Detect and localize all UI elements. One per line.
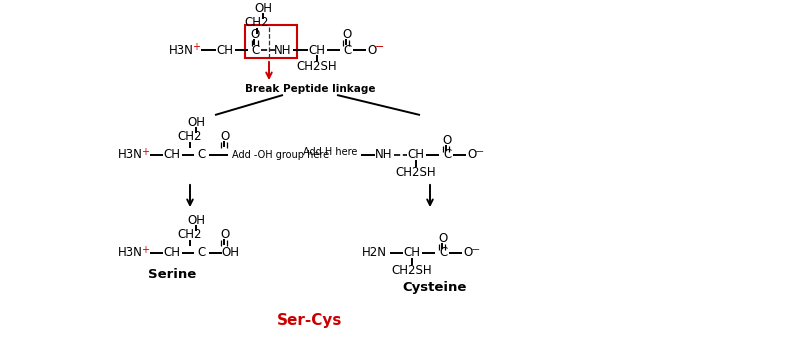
- Text: O: O: [342, 28, 352, 41]
- Text: O: O: [467, 148, 477, 161]
- Text: CH: CH: [217, 43, 234, 56]
- Text: H3N: H3N: [169, 43, 194, 56]
- Text: O: O: [367, 43, 377, 56]
- Text: C: C: [198, 247, 206, 260]
- Text: CH: CH: [309, 43, 326, 56]
- Text: O: O: [442, 134, 452, 147]
- Text: CH2SH: CH2SH: [297, 61, 338, 74]
- Text: CH: CH: [403, 247, 421, 260]
- Text: C: C: [443, 148, 451, 161]
- Text: H3N: H3N: [118, 247, 142, 260]
- Text: +: +: [141, 245, 149, 255]
- Text: −: −: [475, 147, 485, 157]
- Text: NH: NH: [274, 43, 292, 56]
- Text: Add -OH group here: Add -OH group here: [232, 150, 329, 160]
- Text: C: C: [198, 148, 206, 161]
- Text: H2N: H2N: [362, 247, 386, 260]
- Text: O: O: [438, 233, 448, 246]
- Text: CH2: CH2: [245, 16, 270, 29]
- Text: O: O: [220, 131, 230, 144]
- Text: NH: NH: [375, 148, 393, 161]
- Text: OH: OH: [221, 247, 239, 260]
- Text: O: O: [220, 228, 230, 241]
- Text: OH: OH: [187, 116, 205, 129]
- Text: +: +: [192, 42, 200, 52]
- Text: OH: OH: [187, 213, 205, 226]
- Text: CH: CH: [163, 148, 181, 161]
- Text: Serine: Serine: [148, 268, 196, 281]
- Text: CH2SH: CH2SH: [396, 166, 436, 179]
- Text: −: −: [375, 42, 385, 52]
- Text: CH2: CH2: [178, 131, 202, 144]
- Text: CH2SH: CH2SH: [392, 263, 432, 276]
- Text: C: C: [343, 43, 351, 56]
- Text: O: O: [463, 247, 473, 260]
- Text: C: C: [251, 43, 259, 56]
- Text: CH: CH: [407, 148, 425, 161]
- Text: Cysteine: Cysteine: [403, 280, 467, 293]
- Text: −: −: [471, 245, 481, 255]
- Text: O: O: [250, 28, 260, 41]
- Bar: [245, 25, 297, 58]
- Text: Ser-Cys: Ser-Cys: [278, 313, 342, 328]
- Text: C: C: [439, 247, 447, 260]
- Text: Add H here: Add H here: [302, 147, 357, 157]
- Text: OH: OH: [254, 1, 272, 14]
- Text: +: +: [141, 147, 149, 157]
- Text: CH: CH: [163, 247, 181, 260]
- Text: H3N: H3N: [118, 148, 142, 161]
- Text: Break Peptide linkage: Break Peptide linkage: [245, 84, 375, 94]
- Text: CH2: CH2: [178, 228, 202, 241]
